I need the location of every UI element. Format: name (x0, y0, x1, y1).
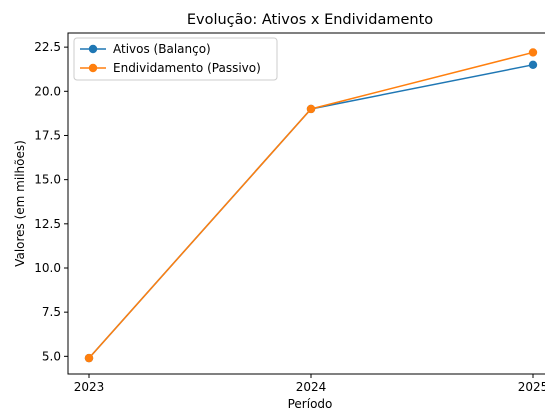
data-point (84, 353, 94, 363)
legend-marker (88, 63, 98, 73)
chart-title: Evolução: Ativos x Endividamento (187, 12, 433, 28)
plot-area (67, 32, 545, 375)
x-tick-label: 2023 (74, 380, 105, 394)
x-tick-label: 2025 (518, 380, 545, 394)
y-tick-label: 15.0 (34, 173, 61, 187)
data-point (528, 48, 538, 57)
legend-entry: Ativos (Balanço) (113, 42, 211, 56)
y-tick-label: 22.5 (34, 40, 61, 54)
legend-box (73, 37, 278, 81)
y-tick-label: 10.0 (34, 261, 61, 275)
data-point (306, 104, 316, 114)
y-tick-label: 12.5 (34, 217, 61, 231)
y-axis: 5.0 7.5 10.0 12.5 15.0 17.5 20.0 22.5 (34, 40, 68, 363)
y-axis-label: Valores (em milhões) (13, 140, 27, 267)
legend-entry: Endividamento (Passivo) (113, 61, 261, 75)
x-axis: 2023 2024 2025 (74, 374, 545, 394)
y-tick-label: 17.5 (34, 128, 61, 142)
series-layer (84, 48, 538, 363)
y-tick-label: 5.0 (42, 349, 61, 363)
legend: Ativos (Balanço) Endividamento (Passivo) (73, 37, 278, 81)
y-tick-label: 7.5 (42, 305, 61, 319)
data-point (528, 60, 538, 70)
x-tick-label: 2024 (296, 380, 327, 394)
legend-marker (88, 44, 98, 54)
y-tick-label: 20.0 (34, 84, 61, 98)
x-axis-label: Período (288, 397, 333, 409)
series-line (88, 51, 534, 359)
